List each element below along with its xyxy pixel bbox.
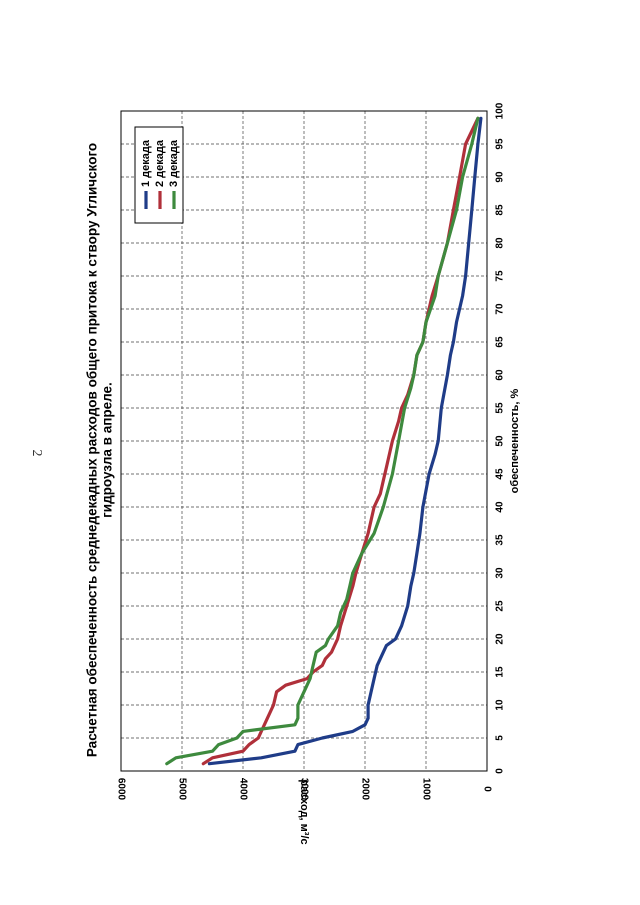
chart-title-line: гидроузла в апреле. [100, 382, 115, 518]
legend-label-2: 2 декада [154, 139, 166, 187]
plot-frame [120, 110, 488, 772]
probability-axis-title: обеспеченность, % [509, 388, 521, 493]
probability-tick-label: 10 [495, 699, 506, 711]
chart-root: 0 1000 2000 3000 4000 5000 6000 0 5 10 15 20 25 30 35 4… [85, 102, 521, 844]
value-tick-label: 1000 [420, 778, 431, 801]
probability-tick-label: 85 [495, 204, 506, 216]
probability-tick-label: 90 [495, 171, 506, 183]
legend-label-1: 1 декада [140, 139, 152, 187]
probability-tick-label: 25 [495, 600, 506, 612]
probability-tick-label: 40 [495, 501, 506, 513]
probability-tick-label: 100 [495, 102, 506, 119]
probability-tick-label: 45 [495, 468, 506, 480]
probability-tick-label: 55 [495, 402, 506, 414]
value-tick-label: 5000 [176, 778, 187, 801]
probability-tick-label: 5 [495, 735, 506, 741]
value-tick-label: 2000 [359, 778, 370, 801]
probability-tick-label: 50 [495, 435, 506, 447]
probability-tick-label: 20 [495, 633, 506, 645]
chart-title-line: Расчетная обеспеченность среднедекадных … [85, 143, 100, 757]
value-axis-title: расход, м³/с [298, 779, 310, 844]
probability-tick-label: 60 [495, 369, 506, 381]
probability-tick-label: 70 [495, 303, 506, 315]
value-tick-label: 3000 [298, 778, 309, 801]
probability-tick-label: 95 [495, 138, 506, 150]
legend-label-3: 3 декада [168, 139, 180, 187]
probability-tick-label: 0 [495, 768, 506, 774]
probability-tick-label: 35 [495, 534, 506, 546]
probability-tick-label: 65 [495, 336, 506, 348]
value-tick-label: 0 [481, 786, 492, 792]
probability-tick-label: 15 [495, 666, 506, 678]
probability-tick-label: 30 [495, 567, 506, 579]
probability-tick-label: 80 [495, 237, 506, 249]
series-line-1 [207, 116, 483, 766]
value-tick-label: 4000 [237, 778, 248, 801]
value-tick-label: 6000 [115, 778, 126, 801]
series-line-3 [165, 116, 480, 766]
probability-tick-label: 75 [495, 270, 506, 282]
